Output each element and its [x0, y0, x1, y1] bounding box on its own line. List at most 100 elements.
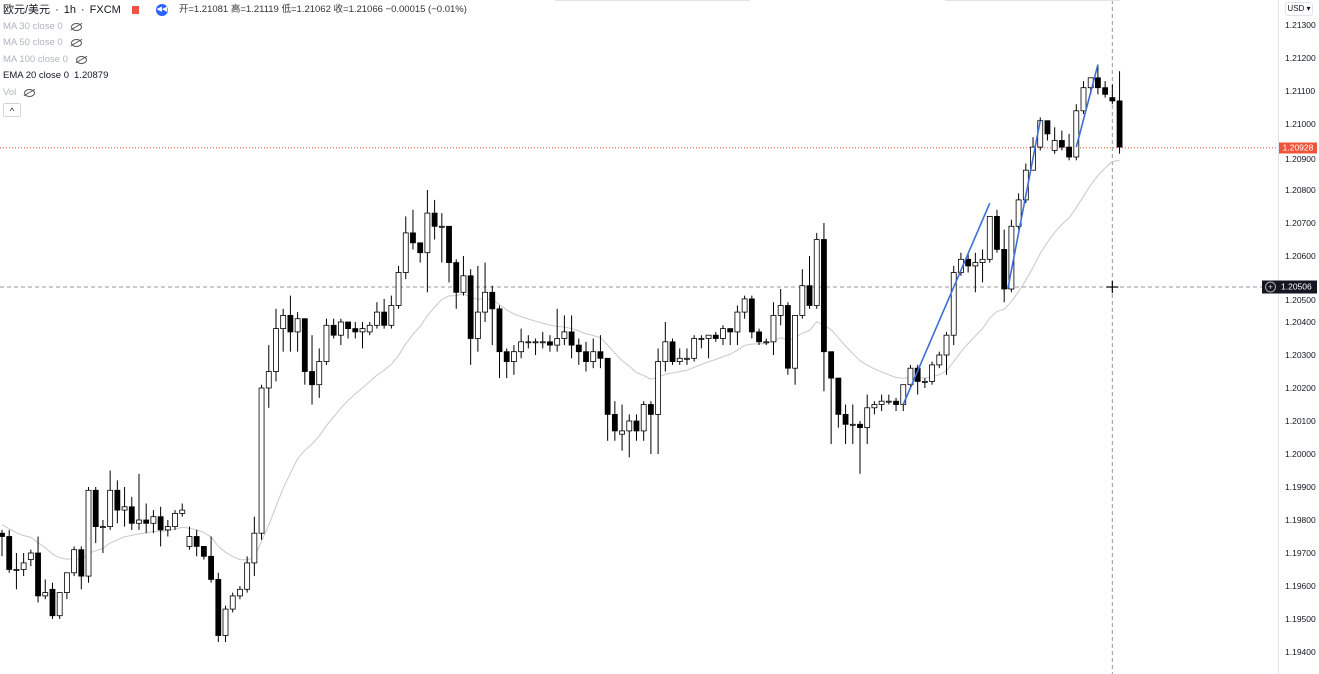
y-tick-label: 1.19800	[1285, 515, 1316, 525]
candle-down	[78, 549, 85, 577]
candle-down	[496, 308, 503, 353]
candle-up	[561, 331, 568, 339]
candle-up	[936, 354, 943, 366]
currency-dropdown[interactable]: USD ▾	[1285, 2, 1313, 16]
candle-down	[727, 328, 734, 333]
candle-down	[143, 519, 150, 524]
indicator-ma100[interactable]: MA 100 close 0	[3, 52, 467, 69]
separator: ·	[55, 4, 59, 16]
candle-down	[648, 404, 654, 415]
candle-down	[157, 516, 164, 531]
y-tick-label: 1.20100	[1285, 416, 1316, 426]
candle-up	[972, 262, 979, 267]
indicator-label: MA 30 close 0	[3, 20, 63, 32]
candle-up	[720, 328, 726, 339]
candle-up	[1080, 87, 1087, 112]
flag-icon[interactable]	[131, 6, 139, 15]
candle-down	[1066, 146, 1072, 158]
eye-off-icon[interactable]	[70, 22, 82, 31]
candle-down	[669, 341, 676, 362]
candle-down	[1109, 97, 1116, 102]
candle-up	[590, 351, 597, 363]
candle-down	[35, 552, 41, 597]
symbol-name[interactable]: 欧元/美元	[3, 4, 51, 16]
candle-up	[136, 519, 142, 524]
candle-up	[424, 212, 431, 254]
candle-down	[128, 506, 135, 524]
y-tick-label: 1.20200	[1285, 383, 1316, 393]
candle-up	[107, 489, 114, 527]
candle-up	[792, 314, 798, 369]
candle-down	[446, 225, 452, 264]
y-tick-label: 1.20700	[1285, 218, 1316, 228]
add-alert-icon[interactable]: +	[1265, 281, 1276, 293]
candle-down	[806, 285, 813, 306]
candle-up	[251, 532, 258, 564]
candle-down	[467, 275, 474, 339]
eye-off-icon[interactable]	[75, 55, 87, 64]
candle-down	[784, 305, 791, 369]
eye-off-icon[interactable]	[24, 88, 36, 97]
candle-up	[525, 341, 532, 344]
y-tick-label: 1.20000	[1285, 449, 1316, 459]
y-tick-label: 1.21000	[1285, 119, 1316, 129]
candle-up	[337, 321, 344, 336]
candle-up	[172, 513, 178, 528]
candle-down	[568, 331, 575, 346]
candle-down	[633, 420, 640, 432]
candle-up	[691, 338, 698, 359]
candle-down	[842, 413, 849, 425]
candle-up	[482, 291, 488, 313]
candle-up	[85, 489, 92, 577]
indicator-ma50[interactable]: MA 50 close 0	[3, 35, 467, 52]
candle-up	[374, 311, 380, 326]
candle-down	[1102, 87, 1109, 95]
candle-down	[345, 321, 351, 329]
candle-up	[237, 588, 243, 597]
indicator-vol[interactable]: Vol	[3, 85, 467, 102]
candle-up	[1073, 110, 1080, 158]
candle-down	[503, 351, 510, 363]
candle-down	[417, 242, 424, 254]
trend-line-drawing	[1075, 64, 1099, 148]
candle-down	[604, 357, 611, 415]
y-tick-label: 1.20500	[1285, 294, 1316, 305]
crosshair-price-label: +1.20506	[1262, 280, 1317, 294]
candle-down	[547, 341, 553, 346]
candle-up	[619, 430, 625, 435]
candle-down	[381, 311, 388, 326]
indicator-label: MA 50 close 0	[3, 37, 63, 48]
candle-down	[994, 215, 1000, 250]
interval[interactable]: 1h	[63, 4, 76, 16]
candle-up	[71, 549, 77, 574]
candle-up	[323, 324, 330, 362]
indicator-ema20[interactable]: EMA 20 close 0 1.20879	[3, 68, 467, 85]
collapse-legend-button[interactable]: ^	[3, 103, 21, 117]
candle-up	[395, 272, 402, 306]
candle-up	[518, 341, 525, 353]
candle-down	[756, 331, 762, 343]
candle-up	[179, 509, 186, 514]
candle-down	[301, 318, 308, 372]
candle-up	[366, 324, 373, 333]
price-chart[interactable]	[0, 0, 1278, 674]
candle-up	[316, 361, 323, 386]
exchange: FXCM	[89, 4, 121, 16]
eye-off-icon[interactable]	[70, 39, 82, 48]
candle-up	[554, 338, 561, 346]
candle-down	[287, 314, 294, 333]
indicator-ma30[interactable]: MA 30 close 0	[3, 19, 467, 36]
candle-up	[849, 423, 856, 426]
candle-up	[222, 608, 229, 636]
candle-up	[741, 298, 748, 313]
candle-up	[799, 285, 806, 316]
candle-up	[388, 305, 395, 326]
y-tick-label: 1.19900	[1285, 482, 1316, 492]
price-axis[interactable]: 1.21300 1.21200 1.21100 1.21000 1.20900 1.208…	[1278, 0, 1319, 674]
candle-up	[698, 338, 705, 340]
candle-up	[100, 526, 106, 528]
y-tick-label: 1.20800	[1285, 185, 1316, 195]
candle-up	[864, 407, 871, 428]
candle-up	[150, 516, 157, 524]
rewind-icon[interactable]: ◀◀	[155, 4, 168, 17]
